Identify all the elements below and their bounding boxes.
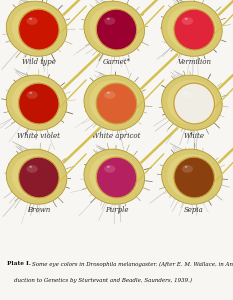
Ellipse shape [19, 83, 59, 124]
Ellipse shape [84, 1, 144, 56]
Text: Brown: Brown [27, 206, 51, 214]
Text: White violet: White violet [17, 132, 60, 140]
Ellipse shape [29, 92, 32, 94]
Text: Purple: Purple [105, 206, 128, 214]
Ellipse shape [89, 154, 139, 199]
Ellipse shape [182, 17, 193, 25]
Ellipse shape [167, 80, 217, 125]
Ellipse shape [12, 80, 61, 125]
Ellipse shape [26, 17, 38, 25]
Ellipse shape [174, 157, 214, 198]
Ellipse shape [162, 149, 222, 204]
Ellipse shape [182, 91, 193, 99]
Ellipse shape [107, 92, 110, 94]
Ellipse shape [6, 75, 67, 130]
Ellipse shape [182, 165, 193, 173]
Text: Some eye colors in Drosophila melanogaster. (After E. M. Wallace, in An Intro-: Some eye colors in Drosophila melanogast… [32, 261, 233, 267]
Ellipse shape [96, 83, 137, 124]
Ellipse shape [185, 166, 187, 168]
Ellipse shape [162, 1, 222, 56]
Ellipse shape [174, 9, 214, 50]
Ellipse shape [167, 6, 217, 51]
Ellipse shape [12, 6, 61, 51]
Ellipse shape [19, 157, 59, 198]
Ellipse shape [29, 166, 32, 168]
Text: Vermilion: Vermilion [177, 58, 211, 66]
Text: Sepia: Sepia [184, 206, 204, 214]
Ellipse shape [107, 18, 110, 20]
Text: duction to Genetics by Sturtevant and Beadle, Saunders, 1939.): duction to Genetics by Sturtevant and Be… [14, 278, 192, 284]
Ellipse shape [104, 17, 115, 25]
Ellipse shape [84, 149, 144, 204]
Ellipse shape [185, 92, 187, 94]
Ellipse shape [96, 157, 137, 198]
Ellipse shape [104, 165, 115, 173]
Text: Wild type: Wild type [22, 58, 56, 66]
Ellipse shape [26, 165, 38, 173]
Ellipse shape [12, 154, 61, 199]
Text: Plate I.: Plate I. [7, 261, 31, 266]
Ellipse shape [174, 83, 214, 124]
Ellipse shape [89, 80, 139, 125]
Ellipse shape [6, 1, 67, 56]
Text: White: White [184, 132, 205, 140]
Ellipse shape [104, 91, 115, 99]
Ellipse shape [29, 18, 32, 20]
Ellipse shape [167, 154, 217, 199]
Text: Garnet*: Garnet* [103, 58, 130, 66]
Ellipse shape [162, 75, 222, 130]
Ellipse shape [107, 166, 110, 168]
Ellipse shape [26, 91, 38, 99]
Ellipse shape [6, 149, 67, 204]
Ellipse shape [84, 75, 144, 130]
Ellipse shape [89, 6, 139, 51]
Ellipse shape [96, 9, 137, 50]
Ellipse shape [185, 18, 187, 20]
Ellipse shape [19, 9, 59, 50]
Text: White apricot: White apricot [92, 132, 141, 140]
